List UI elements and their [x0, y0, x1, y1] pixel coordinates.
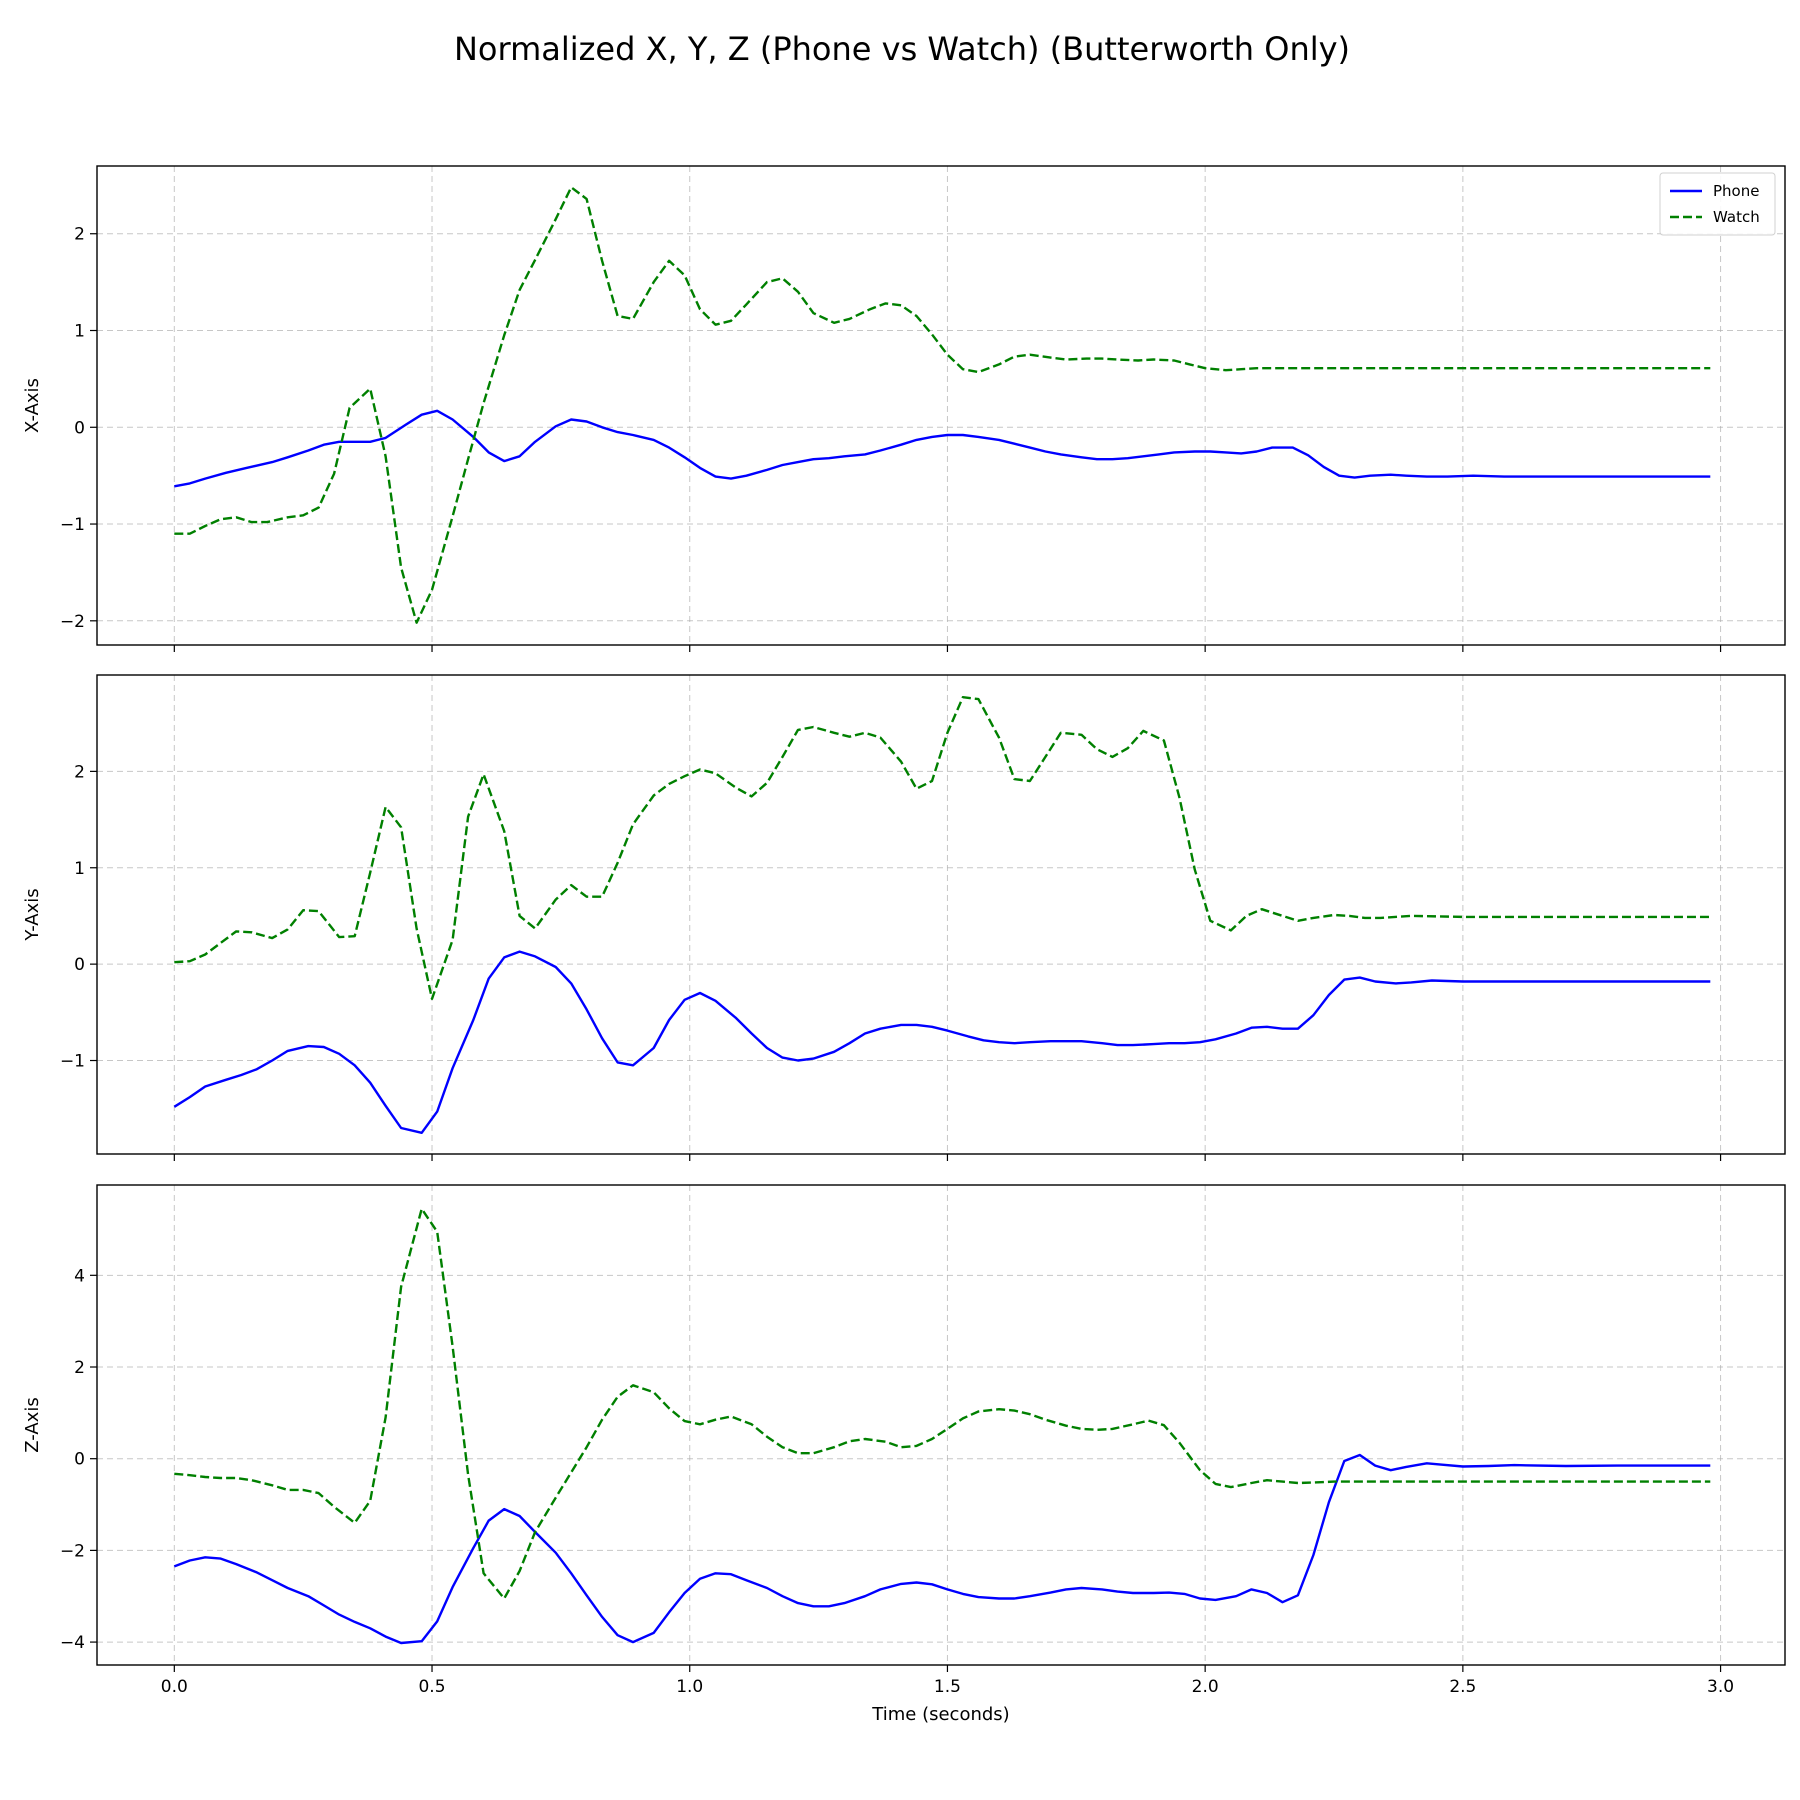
y-tick-label: −4 — [60, 1633, 85, 1653]
series-line-watch-2 — [174, 696, 1711, 1000]
legend: Phone Watch — [1659, 172, 1776, 236]
y-tick-label: −2 — [60, 1541, 85, 1561]
y-axis-label: X-Axis — [22, 378, 43, 433]
legend-label-watch: Watch — [1713, 208, 1760, 226]
axes-frame — [96, 165, 1786, 646]
y-tick-label: 2 — [74, 1358, 85, 1378]
y-tick-label: −1 — [60, 515, 85, 535]
x-tick-label: 2.5 — [1449, 1677, 1476, 1697]
x-tick-label: 1.5 — [934, 1677, 961, 1697]
x-tick-label: 2.0 — [1192, 1677, 1219, 1697]
axes-frame — [96, 1184, 1786, 1666]
y-tick-label: 0 — [74, 1450, 85, 1470]
series-line-watch-1 — [174, 186, 1711, 624]
series-line-phone-3 — [173, 1453, 1711, 1645]
subplot-3: 0.0 0.5 1.0 1.5 2.0 2.5 3.0 −4 −2 0 2 4 Z-Axis — [22, 1184, 1786, 1697]
chart-title: Normalized X, Y, Z (Phone vs Watch) (But… — [454, 30, 1350, 68]
x-axis-label: Time (seconds) — [871, 1704, 1009, 1725]
y-tick-label: 1 — [74, 322, 85, 342]
y-tick-label: −1 — [60, 1052, 85, 1072]
subplot-2: −1 0 1 2 Y-Axis — [22, 674, 1786, 1161]
legend-box — [1659, 172, 1776, 236]
x-tick-label: 3.0 — [1707, 1677, 1734, 1697]
axes-frame — [96, 674, 1786, 1155]
series-line-phone-2 — [173, 950, 1711, 1134]
y-tick-label: 0 — [74, 418, 85, 438]
subplot-1: −2 −1 0 1 2 X-Axis Phone Watch — [22, 165, 1786, 652]
y-axis-label: Z-Axis — [22, 1397, 43, 1452]
series-line-watch-3 — [174, 1207, 1711, 1600]
x-tick-label: 1.0 — [676, 1677, 703, 1697]
series-line-phone-1 — [174, 409, 1711, 488]
y-tick-label: 4 — [74, 1266, 85, 1286]
y-axis-label: Y-Axis — [22, 888, 43, 941]
legend-label-phone: Phone — [1713, 182, 1759, 200]
x-tick-label: 0.5 — [418, 1677, 445, 1697]
y-tick-label: −2 — [60, 612, 85, 632]
y-tick-label: 2 — [74, 225, 85, 245]
y-tick-label: 0 — [74, 955, 85, 975]
x-tick-label: 0.0 — [161, 1677, 188, 1697]
y-tick-label: 2 — [74, 762, 85, 782]
y-tick-label: 1 — [74, 859, 85, 879]
